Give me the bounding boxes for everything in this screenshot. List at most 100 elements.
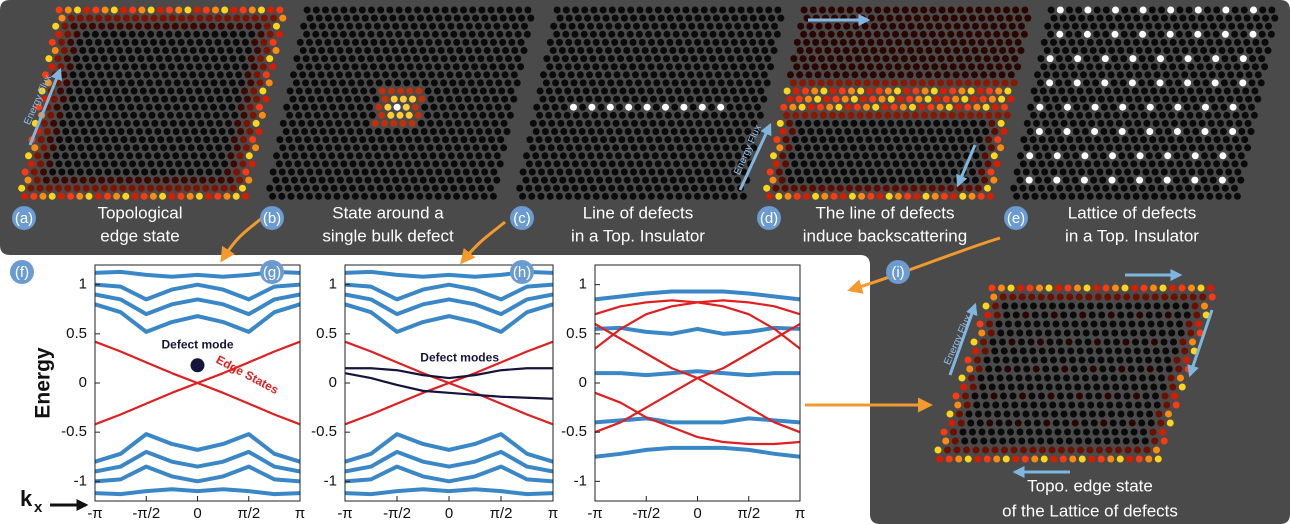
lattice-site bbox=[708, 104, 715, 111]
lattice-site bbox=[1044, 23, 1051, 30]
lattice-site bbox=[382, 96, 389, 103]
lattice-site bbox=[1058, 88, 1065, 95]
lattice-site bbox=[204, 112, 211, 119]
lattice-site bbox=[1132, 438, 1139, 445]
lattice-site bbox=[1119, 104, 1126, 111]
lattice-site bbox=[554, 160, 561, 167]
lattice-site bbox=[580, 79, 587, 86]
lattice-site bbox=[1057, 7, 1064, 14]
lattice-site bbox=[62, 128, 69, 135]
lattice-site bbox=[604, 96, 611, 103]
lattice-site bbox=[810, 160, 817, 167]
series-line bbox=[595, 328, 800, 334]
lattice-site bbox=[426, 169, 433, 176]
lattice-site bbox=[763, 185, 770, 192]
lattice-site bbox=[524, 7, 531, 14]
lattice-site bbox=[59, 120, 66, 127]
lattice-site bbox=[558, 71, 565, 78]
lattice-site bbox=[538, 169, 545, 176]
lattice-site bbox=[766, 193, 773, 200]
lattice-site bbox=[1081, 23, 1088, 30]
lattice-site bbox=[69, 96, 76, 103]
lattice-site bbox=[319, 23, 326, 30]
lattice-site bbox=[682, 31, 689, 38]
lattice-site bbox=[615, 152, 622, 159]
lattice-site bbox=[1167, 321, 1174, 328]
series-line bbox=[345, 285, 553, 300]
lattice-site bbox=[852, 23, 859, 30]
lattice-site bbox=[1098, 456, 1105, 463]
panel-caption: in a Top. Insulator bbox=[571, 226, 705, 245]
lattice-site bbox=[559, 47, 566, 54]
lattice-site bbox=[1174, 128, 1181, 135]
lattice-site bbox=[934, 71, 941, 78]
lattice-site bbox=[521, 23, 528, 30]
lattice-site bbox=[401, 23, 408, 30]
lattice-site bbox=[1158, 160, 1165, 167]
lattice-site bbox=[41, 144, 48, 151]
lattice-site bbox=[627, 7, 634, 14]
lattice-site bbox=[1149, 375, 1156, 382]
lattice-site bbox=[1160, 384, 1167, 391]
lattice-site bbox=[441, 55, 448, 62]
lattice-site bbox=[912, 112, 919, 119]
lattice-site bbox=[1168, 330, 1175, 337]
lattice-site bbox=[85, 63, 92, 70]
lattice-site bbox=[190, 47, 197, 54]
lattice-site bbox=[422, 55, 429, 62]
lattice-site bbox=[1134, 120, 1141, 127]
lattice-site bbox=[1068, 303, 1075, 310]
lattice-site bbox=[913, 39, 920, 46]
lattice-site bbox=[296, 88, 303, 95]
lattice-site bbox=[1033, 144, 1040, 151]
lattice-site bbox=[726, 104, 733, 111]
lattice-site bbox=[444, 63, 451, 70]
lattice-site bbox=[1131, 136, 1138, 143]
lattice-site bbox=[532, 177, 539, 184]
lattice-site bbox=[250, 112, 257, 119]
lattice-site bbox=[1089, 312, 1096, 319]
lattice-site bbox=[1036, 128, 1043, 135]
lattice-site bbox=[1019, 294, 1026, 301]
lattice-site bbox=[647, 88, 654, 95]
lattice-site bbox=[1117, 357, 1124, 364]
lattice-site bbox=[980, 71, 987, 78]
lattice-site bbox=[783, 112, 790, 119]
lattice-site bbox=[173, 128, 180, 135]
lattice-site bbox=[441, 185, 448, 192]
lattice-site bbox=[150, 39, 157, 46]
lattice-site bbox=[988, 15, 995, 22]
lattice-site bbox=[125, 71, 132, 78]
lattice-site bbox=[208, 71, 215, 78]
lattice-site bbox=[938, 55, 945, 62]
lattice-site bbox=[1124, 39, 1131, 46]
lattice-site bbox=[292, 128, 299, 135]
lattice-site bbox=[911, 7, 918, 14]
lattice-site bbox=[686, 144, 693, 151]
lattice-site bbox=[994, 136, 1001, 143]
lattice-site bbox=[1182, 47, 1189, 54]
lattice-site bbox=[1099, 366, 1106, 373]
lattice-site bbox=[1030, 112, 1037, 119]
lattice-site bbox=[354, 96, 361, 103]
lattice-site bbox=[734, 177, 741, 184]
lattice-site bbox=[563, 160, 570, 167]
lattice-site bbox=[1214, 112, 1221, 119]
lattice-site bbox=[948, 160, 955, 167]
lattice-site bbox=[1168, 375, 1175, 382]
lattice-site bbox=[385, 79, 392, 86]
lattice-site bbox=[1166, 79, 1173, 86]
lattice-site bbox=[723, 120, 730, 127]
lattice-site bbox=[320, 104, 327, 111]
lattice-site bbox=[105, 144, 112, 151]
lattice-site bbox=[706, 47, 713, 54]
lattice-site bbox=[830, 88, 837, 95]
lattice-site bbox=[944, 47, 951, 54]
lattice-site bbox=[1044, 47, 1051, 54]
lattice-site bbox=[1256, 23, 1263, 30]
lattice-site bbox=[1225, 193, 1232, 200]
lattice-site bbox=[999, 438, 1006, 445]
lattice-site bbox=[312, 185, 319, 192]
lattice-site bbox=[343, 39, 350, 46]
lattice-site bbox=[1078, 39, 1085, 46]
